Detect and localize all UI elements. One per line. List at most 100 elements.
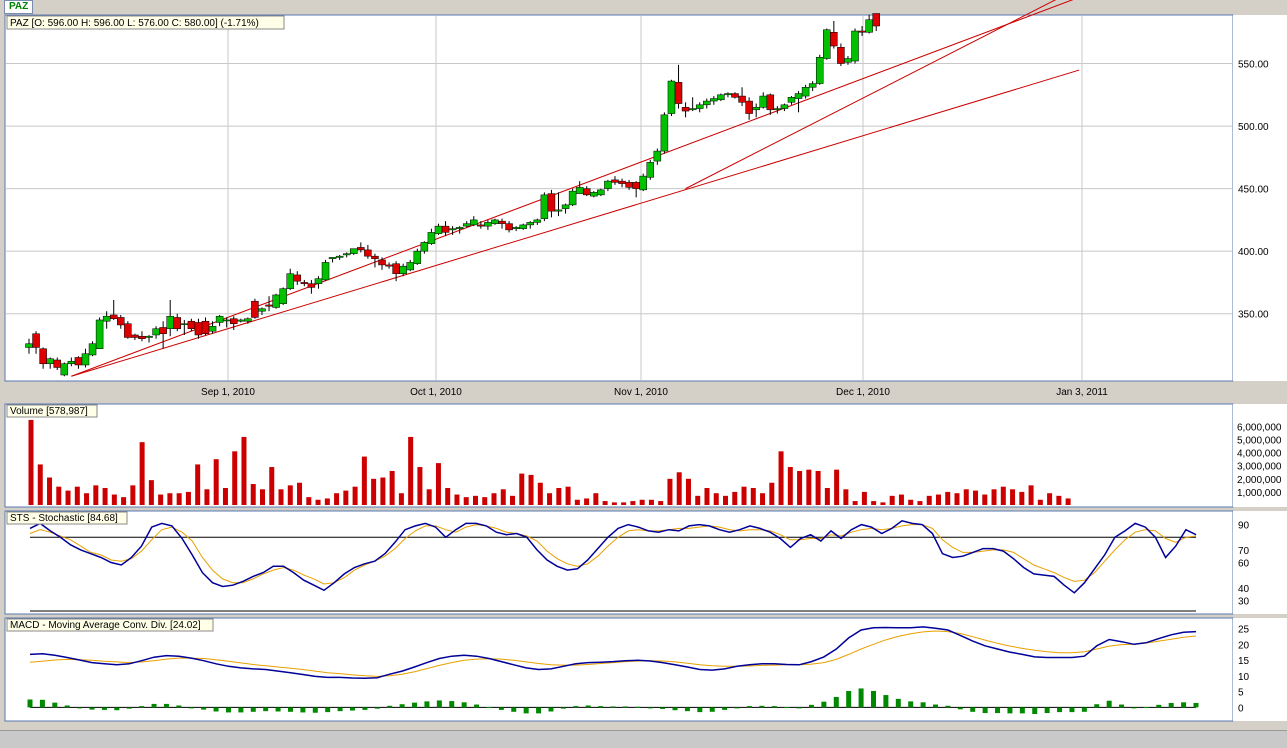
candle-up [554,209,563,212]
macd-histogram-bar [982,707,988,714]
symbol-tab[interactable]: PAZ [4,0,34,14]
volume-bar [417,467,423,505]
candle-down [582,188,591,196]
price-axis-area [1233,15,1287,381]
candle-up [815,57,824,84]
candle-down [392,263,400,274]
candle-up [46,358,54,364]
volume-bar [93,485,99,505]
macd-histogram-bar [1032,707,1038,715]
macd-histogram-bar [498,707,504,710]
candle-up [484,222,492,227]
macd-histogram-bar [101,707,107,710]
candle-up [526,222,535,226]
price-x-tick-label: Oct 1, 2010 [410,387,462,398]
candle-up [695,104,704,109]
candle-up [350,248,358,254]
candle-up [752,107,760,111]
stochastic-fast-line [29,519,1197,594]
macd-histogram-bar [126,707,132,709]
macd-histogram-bar [225,707,231,713]
volume-bar [973,490,979,505]
macd-histogram-bar [337,707,343,712]
volume-bar [176,493,182,505]
candle-up [512,227,520,229]
candle-up [448,228,457,231]
volume-bar [676,472,682,505]
macd-histogram-bar [833,696,839,708]
macd-histogram-bar [746,706,752,708]
volume-bar [491,493,497,505]
volume-bar [241,436,247,505]
macd-histogram-bar [449,701,455,708]
volume-bar [760,493,766,505]
macd-line [29,626,1197,680]
volume-bar [334,493,340,505]
candle-up [455,227,464,229]
stochastic-y-tick-label: 60 [1238,559,1250,570]
candle-up [166,315,174,329]
volume-bar [426,489,432,505]
macd-y-ticks: 0 5 10 15 20 25 [1238,624,1250,714]
volume-bar [695,495,701,505]
stochastic-y-tick-label: 40 [1238,584,1250,595]
volume-y-tick-label: 5,000,000 [1237,436,1282,447]
volume-title: Volume [578,987] [10,406,88,417]
stochastic-axis-area [1233,511,1287,614]
candle-up [561,204,570,209]
volume-bar [352,486,358,505]
tab-label: PAZ [9,1,29,12]
macd-histogram-bar [846,690,852,708]
candle-up [575,187,584,194]
candle-down [307,283,316,288]
candle-down [117,317,125,326]
candle-up [272,294,280,308]
macd-histogram-bar [89,707,95,710]
volume-bar [232,451,238,505]
candle-down [681,107,690,112]
macd-histogram-bar [474,704,480,708]
candle-up [491,219,499,224]
candle-up [865,19,873,33]
candle-up [540,194,549,219]
volume-bar [158,494,164,505]
candle-down [738,95,746,103]
macd-y-tick-label: 0 [1238,703,1244,714]
volume-bar [621,502,627,505]
macd-histogram-bar [647,707,653,709]
candle-up [152,328,160,336]
macd-y-tick-label: 25 [1238,624,1250,635]
volume-bar [398,493,404,505]
volume-bar [880,502,886,505]
price-title-box [6,15,285,30]
volume-bar [28,419,34,505]
macd-histogram-bar [263,707,269,712]
volume-bar [685,478,691,505]
volume-bar [1000,486,1006,505]
volume-bar [47,477,53,505]
candle-up [237,319,245,322]
macd-histogram-bar [201,707,207,710]
trendline [71,0,1074,377]
volume-bar [1056,495,1062,505]
volume-bar [454,494,460,505]
volume-bar [213,459,219,505]
volume-bar [528,474,534,505]
candle-up [427,232,436,244]
volume-bar [713,493,719,505]
candle-down [194,322,203,336]
volume-bar [926,495,932,505]
volume-bar [935,494,941,505]
macd-histogram-bar [287,707,293,712]
volume-bar [1019,491,1025,505]
volume-bar [1010,489,1016,505]
volume-bar [908,499,914,505]
macd-histogram-bar [39,699,45,708]
macd-histogram-bar [399,704,405,708]
macd-histogram-bar [461,702,467,708]
macd-histogram-bar [151,703,157,708]
volume-bar [121,497,127,505]
volume-bar [297,482,303,505]
macd-histogram-bar [1106,700,1112,708]
